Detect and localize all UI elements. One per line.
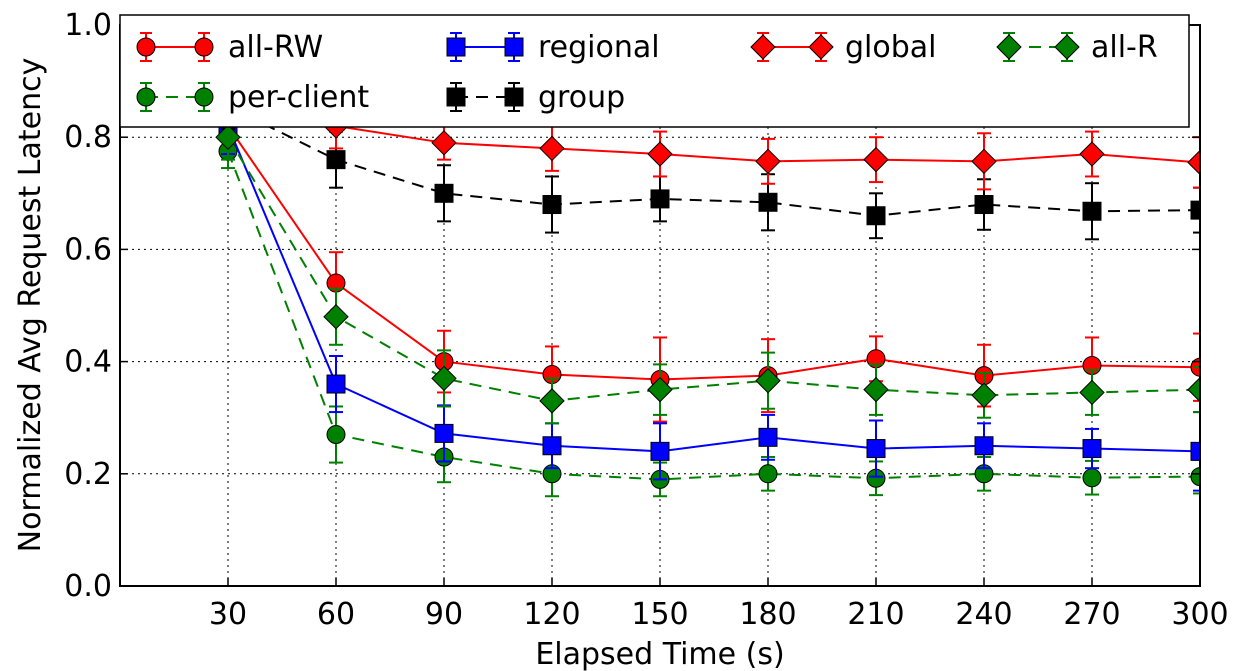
axis-ticks: 30 60 90 120 150 180 210 240 270 300 0.0 0.2 0.4 0.6 0… [64, 8, 1228, 632]
legend-marker [808, 34, 834, 60]
series-all-r [215, 113, 1200, 425]
legend-marker [1054, 34, 1080, 60]
legend-label: per-client [228, 80, 369, 115]
legend-label: global [845, 30, 937, 65]
marker-regional [1082, 439, 1102, 459]
marker-group [434, 183, 454, 203]
marker-global [431, 130, 457, 156]
marker-global [971, 148, 997, 175]
marker-group [326, 150, 346, 170]
legend-label: all-RW [228, 30, 323, 65]
y-tick-label: 0.2 [64, 457, 112, 492]
marker-all-r [215, 124, 241, 150]
marker-per-client [1190, 467, 1200, 487]
marker-per-client [326, 425, 346, 445]
legend-entry-group: group [446, 80, 625, 115]
marker-per-client [758, 464, 778, 484]
marker-regional [326, 374, 346, 394]
marker-group [974, 195, 994, 215]
legend-entry-per-client: per-client [136, 80, 369, 115]
marker-all-r [539, 388, 565, 414]
legend-label: all-R [1091, 30, 1158, 65]
error-bar-all-rw [1193, 332, 1200, 402]
marker-regional [758, 427, 778, 447]
marker-regional [974, 436, 994, 456]
legend-entry-regional: regional [446, 30, 660, 65]
legend-marker [136, 37, 156, 57]
marker-all-r [323, 304, 349, 330]
marker-group [1082, 201, 1102, 221]
line-regional [227, 125, 1200, 453]
marker-global [1079, 141, 1105, 167]
x-tick-label: 90 [425, 597, 463, 632]
x-axis-label: Elapsed Time (s) [535, 637, 784, 671]
series-regional [218, 96, 1200, 492]
marker-global [1187, 149, 1200, 176]
y-tick-label: 0.6 [64, 232, 112, 267]
marker-group [866, 206, 886, 226]
marker-regional [866, 439, 886, 459]
legend-marker [194, 37, 214, 57]
legend-entry-global: global [750, 30, 937, 65]
x-tick-label: 120 [523, 597, 580, 632]
marker-group [542, 195, 562, 215]
legend-marker [750, 34, 776, 60]
y-tick-label: 0.0 [64, 569, 112, 604]
marker-group [650, 189, 670, 209]
legend-marker [504, 37, 524, 57]
legend-marker [194, 87, 214, 107]
y-axis-label: Normalized Avg Request Latency [13, 58, 48, 553]
x-tick-label: 150 [631, 597, 688, 632]
marker-all-r [971, 382, 997, 408]
x-tick-label: 180 [739, 597, 796, 632]
x-tick-label: 210 [847, 597, 904, 632]
marker-all-r [1187, 376, 1200, 403]
line-per-client [227, 150, 1200, 481]
legend-label: regional [538, 30, 660, 65]
legend-entry-all-r: all-R [996, 30, 1158, 65]
marker-group [1190, 200, 1200, 220]
error-bar-all-r [1193, 366, 1200, 414]
marker-global [863, 146, 889, 173]
legend-marker [446, 87, 466, 107]
series-group [218, 82, 1200, 241]
x-tick-label: 30 [209, 597, 247, 632]
legend-label: group [538, 80, 625, 115]
marker-per-client [1082, 468, 1102, 488]
legend-marker [446, 37, 466, 57]
x-tick-label: 300 [1171, 597, 1228, 632]
line-all-r [227, 136, 1200, 402]
legend-entry-all-rw: all-RW [136, 30, 323, 65]
marker-global [647, 141, 673, 167]
marker-global [539, 135, 565, 162]
marker-regional [542, 436, 562, 456]
marker-all-r [863, 376, 889, 403]
line-group [227, 105, 1200, 217]
x-tick-label: 60 [317, 597, 355, 632]
marker-regional [1190, 441, 1200, 461]
marker-regional [650, 441, 670, 461]
marker-all-r [647, 376, 673, 403]
legend-marker [504, 87, 524, 107]
marker-all-r [1079, 379, 1105, 406]
y-tick-label: 0.8 [64, 120, 112, 155]
y-tick-label: 0.4 [64, 345, 112, 380]
marker-all-r [755, 367, 781, 394]
x-tick-label: 240 [955, 597, 1012, 632]
marker-group [758, 192, 778, 212]
line-all-rw [227, 125, 1200, 381]
x-tick-label: 270 [1063, 597, 1120, 632]
marker-regional [434, 423, 454, 443]
legend: all-RW regional global all-R per-client group [119, 14, 1190, 128]
legend-marker [136, 87, 156, 107]
marker-global [755, 148, 781, 175]
line-global [227, 119, 1200, 164]
legend-marker [996, 34, 1022, 60]
series-layer [215, 82, 1200, 498]
y-tick-label: 1.0 [64, 8, 112, 43]
marker-all-r [431, 365, 457, 392]
